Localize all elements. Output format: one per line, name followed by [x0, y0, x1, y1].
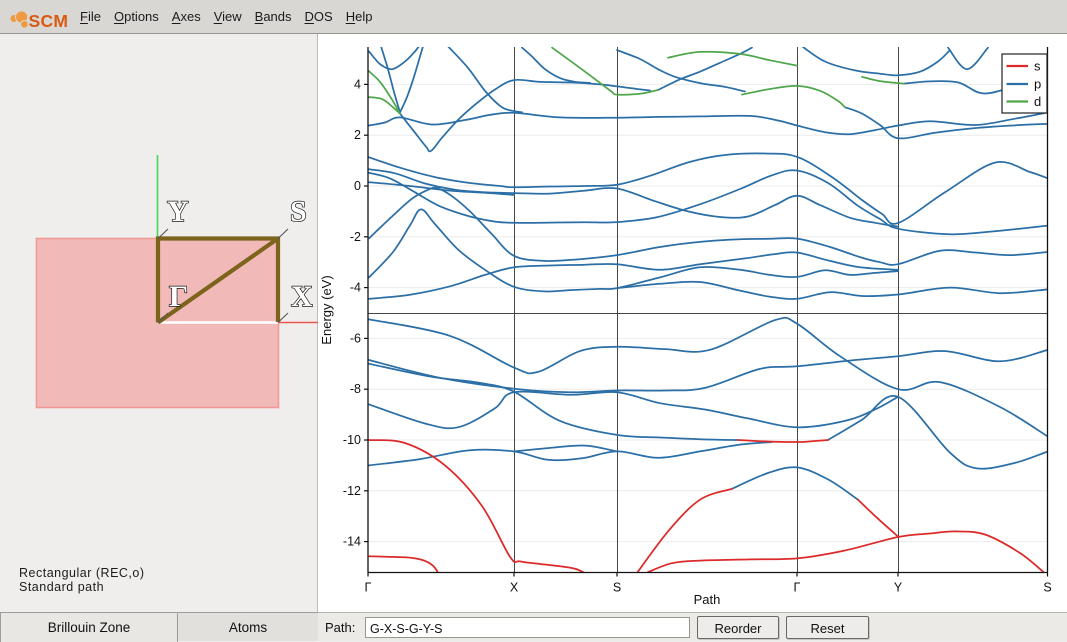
- svg-text:-4: -4: [350, 281, 361, 295]
- svg-text:s: s: [1034, 59, 1041, 74]
- svg-text:4: 4: [354, 77, 361, 91]
- svg-text:S: S: [1043, 581, 1051, 595]
- svg-text:S: S: [613, 581, 621, 595]
- svg-text:-12: -12: [343, 484, 361, 498]
- svg-text:Y: Y: [894, 581, 903, 595]
- svg-text:X: X: [510, 581, 519, 595]
- svg-text:0: 0: [354, 179, 361, 193]
- svg-text:d: d: [1034, 94, 1041, 109]
- svg-text:2: 2: [354, 128, 361, 142]
- svg-text:p: p: [1034, 77, 1041, 92]
- svg-text:Path: Path: [694, 592, 721, 607]
- svg-text:-10: -10: [343, 433, 361, 447]
- svg-text:Energy (eV): Energy (eV): [319, 275, 334, 344]
- svg-text:-14: -14: [343, 535, 361, 549]
- svg-text:-8: -8: [350, 382, 361, 396]
- svg-text:Γ: Γ: [365, 581, 372, 595]
- svg-text:-2: -2: [350, 230, 361, 244]
- svg-text:-6: -6: [350, 331, 361, 345]
- svg-text:Γ: Γ: [794, 581, 801, 595]
